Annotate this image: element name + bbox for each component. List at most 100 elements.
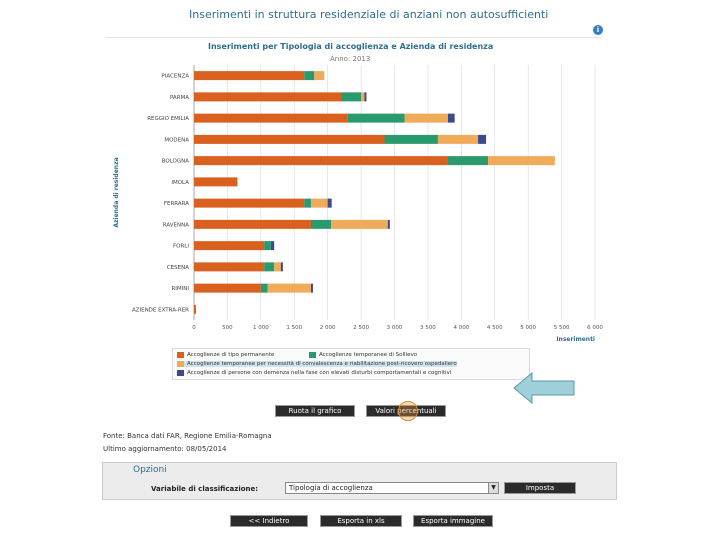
chart-container — [105, 37, 602, 407]
chart-title: Inserimenti per Tipologia di accoglienza… — [208, 42, 494, 51]
category-label: CESENA — [167, 265, 189, 271]
bar-segment — [264, 262, 275, 272]
bar-segment — [194, 113, 348, 123]
x-tick-label: 2 000 — [320, 325, 336, 331]
info-icon[interactable]: i — [593, 25, 603, 35]
bar-segment — [194, 241, 265, 251]
legend-item-demenza[interactable]: Accoglienze di persone con demenza nella… — [177, 370, 451, 376]
category-label: IMOLA — [171, 180, 189, 186]
x-tick-label: 3 000 — [387, 325, 403, 331]
legend-item-sollievo[interactable]: Accoglienze temporanee di Sollievo — [309, 352, 417, 358]
bar-segment — [274, 262, 281, 272]
legend-label: Accoglienze temporanee di Sollievo — [319, 352, 418, 358]
bar-segment — [488, 156, 555, 166]
legend-label: Accoglienze di persone con demenza nella… — [187, 370, 452, 376]
bar-segment — [437, 134, 479, 144]
bar-segment — [387, 219, 390, 229]
bar-segment — [331, 219, 388, 229]
x-tick-label: 4 500 — [487, 325, 503, 331]
bar-segment — [478, 134, 487, 144]
chart-legend: Accoglienze di tipo permanente Accoglien… — [172, 348, 530, 380]
options-panel: Opzioni Variabile di classificazione: Ti… — [102, 462, 617, 500]
bar-segment — [310, 219, 332, 229]
options-title: Opzioni — [133, 465, 167, 475]
category-label: FORLI — [173, 244, 189, 250]
bar-segment — [194, 177, 238, 187]
bar-segment — [260, 283, 268, 293]
category-label: REGGIO EMILIA — [147, 116, 189, 122]
category-label: FERRARA — [164, 201, 189, 207]
bar-segment — [194, 92, 342, 102]
bar-segment — [304, 198, 311, 208]
bar-segment — [347, 113, 405, 123]
export-image-button[interactable]: Esporta immagine — [413, 515, 493, 527]
bar-segment — [194, 198, 305, 208]
bar-segment — [327, 198, 332, 208]
export-excel-button[interactable]: Esporta in xls — [320, 515, 402, 527]
bar-segment — [310, 198, 328, 208]
bar-segment — [447, 156, 489, 166]
category-label: PARMA — [170, 95, 189, 101]
x-tick-label: 0 — [192, 325, 196, 331]
legend-label: Accoglienze temporanee per necessità di … — [187, 361, 457, 367]
bar-segment — [194, 262, 265, 272]
bar-segment — [304, 71, 315, 81]
legend-item-permanente[interactable]: Accoglienze di tipo permanente — [177, 352, 274, 358]
bar-segment — [264, 241, 271, 251]
x-tick-label: 500 — [222, 325, 233, 331]
bar-segment — [194, 134, 385, 144]
bar-segment — [404, 113, 448, 123]
x-tick-label: 2 500 — [353, 325, 369, 331]
left-arrow-icon — [513, 371, 575, 405]
legend-item-convalescenza[interactable]: Accoglienze temporanee per necessità di … — [177, 361, 457, 367]
imposta-button[interactable]: Imposta — [504, 482, 576, 494]
y-axis-title: Azienda di residenza — [113, 157, 120, 227]
category-label: MODENA — [164, 137, 189, 143]
legend-swatch — [309, 352, 316, 358]
x-tick-label: 3 500 — [420, 325, 436, 331]
reset-chart-button[interactable]: Ruota il grafico — [275, 405, 355, 417]
legend-label: Accoglienze di tipo permanente — [187, 352, 275, 358]
category-label: RIMINI — [171, 286, 189, 292]
bar-segment — [280, 262, 283, 272]
bar-segment — [314, 71, 325, 81]
classification-select[interactable]: Tipologia di accoglienza ▼ — [285, 482, 499, 494]
category-label: PIACENZA — [161, 74, 189, 80]
legend-swatch — [177, 370, 184, 376]
x-tick-label: 5 000 — [520, 325, 536, 331]
chevron-down-icon[interactable]: ▼ — [488, 483, 498, 493]
data-source: Fonte: Banca dati FAR, Regione Emilia-Ro… — [103, 432, 272, 440]
x-tick-label: 6 000 — [587, 325, 603, 331]
bar-segment — [310, 283, 313, 293]
category-label: RAVENNA — [163, 222, 189, 228]
bar-segment — [447, 113, 455, 123]
chart-subtitle: Anno: 2013 — [330, 55, 371, 63]
x-tick-label: 1 000 — [253, 325, 269, 331]
classification-value: Tipologia di accoglienza — [289, 484, 373, 492]
bar-segment — [364, 92, 367, 102]
bar-segment — [194, 219, 311, 229]
x-tick-label: 1 500 — [286, 325, 302, 331]
bar-segment — [270, 241, 275, 251]
last-updated: Ultimo aggiornamento: 08/05/2014 — [103, 445, 227, 453]
bar-segment — [194, 156, 448, 166]
bar-segment — [194, 304, 197, 314]
x-axis-title: Inserimenti — [556, 336, 595, 343]
legend-swatch — [177, 361, 184, 367]
page-title: Inserimenti in struttura residenziale di… — [189, 8, 549, 21]
classification-label: Variabile di classificazione: — [151, 485, 259, 493]
category-label: BOLOGNA — [162, 159, 190, 165]
bar-segment — [267, 283, 311, 293]
bar-segment — [361, 92, 365, 102]
bar-segment — [194, 283, 261, 293]
x-tick-label: 5 500 — [554, 325, 570, 331]
x-tick-label: 4 000 — [453, 325, 469, 331]
legend-swatch — [177, 352, 184, 358]
bar-segment — [194, 71, 305, 81]
category-label: AZIENDE EXTRA-RER — [132, 307, 189, 313]
back-button[interactable]: << Indietro — [230, 515, 308, 527]
click-indicator — [398, 401, 418, 421]
bar-segment — [384, 134, 438, 144]
bar-segment — [341, 92, 362, 102]
